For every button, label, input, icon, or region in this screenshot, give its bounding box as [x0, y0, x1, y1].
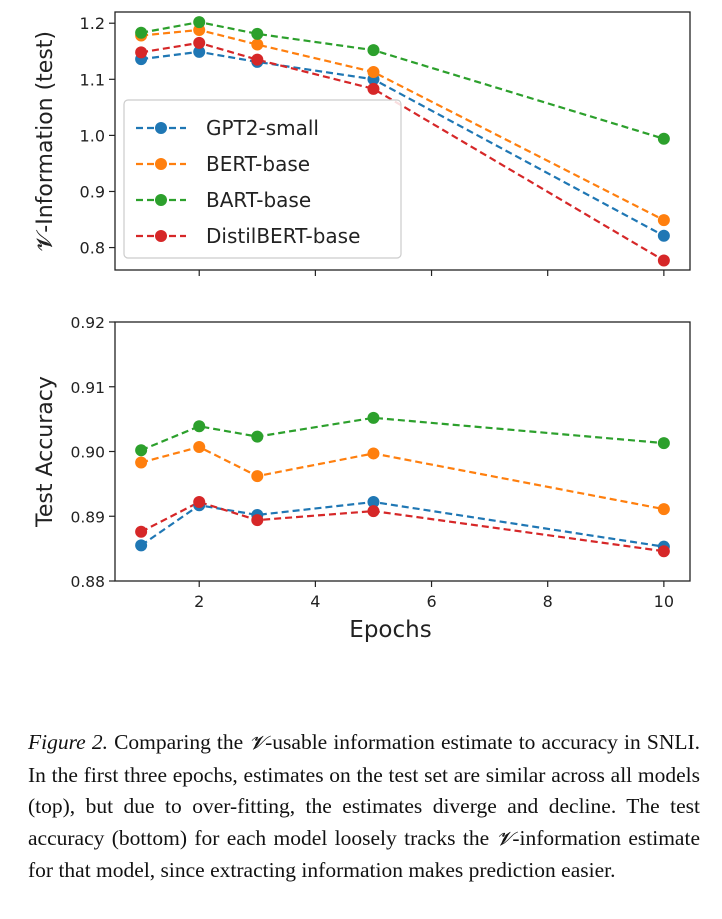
caption-symbol-2: 𝓥	[496, 827, 513, 850]
bottom-point-BERT-base-10	[657, 503, 670, 516]
top-point-BART-base-1	[135, 26, 148, 39]
bottom-ytick-label: 0.91	[70, 379, 105, 397]
legend-label-DistilBERT-base: DistilBERT-base	[206, 224, 360, 248]
top-point-BART-base-10	[657, 132, 670, 145]
figure: 0.8 0.9 1.0 1.1 1.2 𝓥-Information (test) GPT2-…	[33, 11, 691, 643]
figure-caption: Figure 2. Comparing the 𝓥-usable informa…	[28, 727, 700, 887]
bottom-point-DistilBERT-base-2	[193, 496, 206, 509]
bottom-xtick-label: 2	[194, 592, 204, 611]
top-point-BART-base-3	[251, 27, 264, 40]
bottom-ytick-label: 0.92	[70, 314, 105, 332]
bottom-panel: 0.88 0.89 0.90 0.91 0.92 2 4 6 8 10 Test Accuracy E…	[33, 314, 691, 643]
top-point-GPT2-small-10	[657, 229, 670, 242]
bottom-series-line-GPT2-small	[140, 500, 665, 548]
top-axes-frame	[114, 11, 691, 271]
top-ytick-label: 1.2	[80, 14, 105, 33]
legend-marker-DistilBERT-base	[155, 230, 167, 242]
caption-text-3: -information estimate for that model, si…	[28, 825, 700, 883]
top-point-GPT2-small-2	[193, 45, 206, 58]
top-panel: 0.8 0.9 1.0 1.1 1.2 𝓥-Information (test) GPT2-…	[33, 11, 691, 276]
legend-marker-GPT2-small	[155, 122, 167, 134]
top-series-line-BERT-base	[141, 28, 665, 222]
top-ytick-label: 0.9	[80, 182, 105, 201]
bottom-ytick-label: 0.89	[70, 508, 105, 526]
bottom-axes-frame	[114, 321, 691, 582]
bottom-point-BART-base-5	[367, 411, 380, 424]
top-point-BART-base-5	[367, 44, 380, 57]
caption-text-2: -usable information estimate to accuracy…	[28, 730, 701, 850]
top-point-DistilBERT-base-1	[135, 46, 148, 59]
top-point-BERT-base-5	[367, 66, 380, 79]
bottom-series-line-BERT-base	[140, 445, 665, 511]
bottom-point-BERT-base-3	[251, 470, 264, 483]
top-point-BERT-base-3	[251, 38, 264, 51]
bottom-point-BERT-base-2	[193, 440, 206, 453]
bottom-point-DistilBERT-base-1	[135, 525, 148, 538]
top-ytick-label: 1.0	[80, 126, 105, 145]
top-ytick-label: 1.1	[80, 70, 105, 89]
top-ylabel: 𝓥-Information (test)	[33, 31, 58, 251]
caption-label: Figure 2.	[28, 730, 108, 754]
legend-marker-BERT-base	[155, 158, 167, 170]
bottom-point-DistilBERT-base-3	[251, 514, 264, 527]
bottom-ytick-label: 0.88	[70, 573, 105, 591]
top-point-BERT-base-10	[657, 214, 670, 227]
top-series-line-DistilBERT-base	[140, 41, 665, 262]
top-series-line-GPT2-small	[140, 50, 665, 237]
legend-label-BERT-base: BERT-base	[206, 152, 310, 176]
bottom-point-BERT-base-5	[367, 447, 380, 460]
bottom-point-BERT-base-1	[135, 456, 148, 469]
legend-marker-BART-base	[155, 194, 167, 206]
bottom-point-GPT2-small-5	[367, 496, 380, 509]
bottom-xtick-label: 6	[426, 592, 436, 611]
bottom-xtick-label: 8	[543, 592, 553, 611]
top-point-DistilBERT-base-10	[657, 254, 670, 267]
legend-label-BART-base: BART-base	[206, 188, 311, 212]
bottom-point-BART-base-3	[251, 430, 264, 443]
bottom-point-BART-base-1	[135, 444, 148, 457]
bottom-xlabel: Epochs	[349, 617, 431, 643]
legend-box	[123, 99, 402, 259]
top-point-DistilBERT-base-5	[367, 82, 380, 95]
bottom-ylabel: Test Accuracy	[33, 376, 58, 528]
bottom-series-line-BART-base	[140, 416, 664, 452]
bottom-point-DistilBERT-base-10	[657, 545, 670, 558]
bottom-ytick-label: 0.90	[70, 444, 105, 462]
caption-symbol-1: 𝓥	[249, 732, 266, 754]
bottom-point-BART-base-10	[657, 437, 670, 450]
top-point-DistilBERT-base-3	[251, 53, 264, 66]
top-point-DistilBERT-base-2	[193, 36, 206, 49]
bottom-point-DistilBERT-base-5	[367, 505, 380, 518]
bottom-xtick-label: 10	[654, 592, 674, 611]
top-ytick-label: 0.8	[80, 239, 105, 258]
top-series-line-BART-base	[140, 20, 665, 140]
legend-label-GPT2-small: GPT2-small	[206, 116, 319, 140]
bottom-point-GPT2-small-1	[135, 539, 148, 552]
caption-text-1: Comparing the	[107, 730, 250, 754]
bottom-point-BART-base-2	[193, 420, 206, 433]
top-point-BART-base-2	[193, 16, 206, 29]
bottom-xtick-label: 4	[310, 592, 320, 611]
